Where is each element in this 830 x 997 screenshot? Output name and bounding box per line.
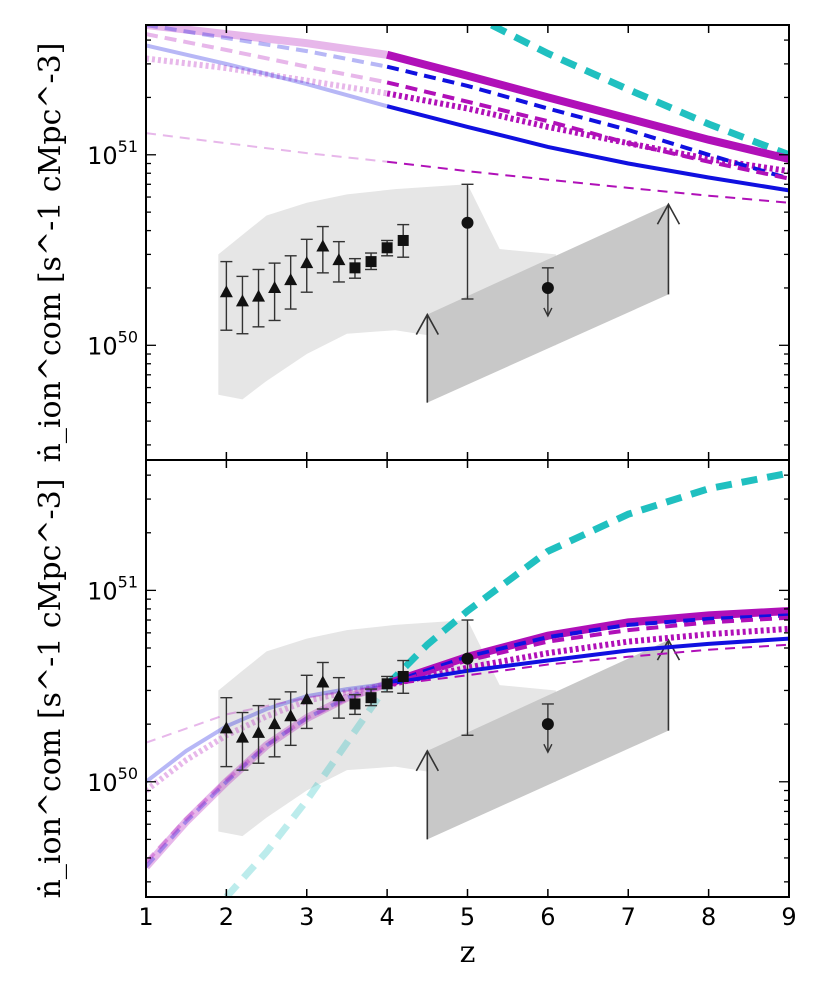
square-point (349, 262, 361, 274)
model-curve (386, 64, 789, 181)
upper-limit-arrow-head (543, 743, 553, 754)
model-curve-faded (146, 25, 388, 59)
triangle-point (332, 689, 346, 702)
triangle-point (284, 273, 298, 286)
lower-limit-arrow-head (656, 202, 681, 225)
x-tick-label: 5 (460, 903, 475, 931)
model-curve (386, 625, 789, 689)
model-curve (385, 607, 789, 688)
triangle-point (219, 285, 233, 298)
x-tick-label: 2 (219, 903, 234, 931)
square-point (397, 670, 409, 682)
plot-area (146, 25, 789, 403)
triangle-point (235, 294, 249, 307)
model-curve-faded (146, 55, 388, 97)
y-tick-base: 10 (87, 142, 118, 170)
model-curve (386, 80, 789, 181)
y-tick-exponent: 51 (118, 137, 138, 156)
light-shaded-band (218, 184, 556, 400)
y-tick-base: 10 (87, 577, 118, 605)
model-curve (490, 25, 789, 159)
triangle-point (316, 239, 330, 252)
y-tick-label: 1050 (87, 764, 138, 797)
model-curve (384, 469, 789, 688)
y-tick-label: 1050 (87, 327, 138, 360)
square-point (381, 242, 393, 254)
lower-limit-arrow-head (415, 312, 440, 335)
model-curve-faded (223, 683, 390, 897)
triangle-point (332, 253, 346, 266)
triangle-point (252, 725, 266, 738)
triangle-point (219, 721, 233, 734)
circle-point (541, 281, 554, 294)
model-curve (386, 613, 789, 686)
y-tick-exponent: 50 (118, 764, 138, 783)
y-tick-label: 1051 (87, 137, 138, 170)
upper-limit-arrow-head (543, 307, 553, 318)
y-tick-base: 10 (87, 332, 118, 360)
model-curve-faded (146, 683, 388, 864)
model-curve-faded (146, 681, 388, 869)
triangle-point (268, 717, 282, 730)
triangle-point (284, 709, 298, 722)
square-point (365, 692, 377, 704)
square-point (349, 698, 361, 710)
triangle-point (252, 289, 266, 302)
model-curve-faded (146, 43, 388, 109)
square-point (365, 256, 377, 268)
x-axis-label: z (460, 935, 476, 970)
x-tick-label: 8 (701, 903, 716, 931)
y-tick-base: 10 (87, 769, 118, 797)
triangle-point (235, 730, 249, 743)
model-curve (386, 50, 789, 163)
model-curve-faded (146, 681, 388, 784)
x-tick-label: 7 (621, 903, 636, 931)
model-curve-faded (146, 684, 388, 744)
y-axis-label: ṅ_ion^com [s^-1 cMpc^-3] (33, 479, 68, 899)
y-axis-label: ṅ_ion^com [s^-1 cMpc^-3] (33, 43, 68, 463)
model-curve-faded (146, 682, 388, 793)
square-point (397, 234, 409, 246)
circle-point (461, 652, 474, 665)
plot-area (146, 469, 789, 897)
model-curve (386, 90, 789, 175)
triangle-point (268, 280, 282, 293)
triangle-point (300, 692, 314, 705)
model-curve-faded (146, 25, 388, 69)
circle-point (541, 718, 554, 731)
x-tick-label: 1 (138, 903, 153, 931)
x-tick-label: 3 (299, 903, 314, 931)
circle-point (461, 216, 474, 229)
lower-limit-arrow-head (415, 749, 440, 772)
model-curve (386, 636, 789, 686)
model-curve-faded (146, 132, 388, 163)
x-tick-label: 9 (781, 903, 796, 931)
model-curve (386, 104, 789, 193)
triangle-point (316, 675, 330, 688)
model-curve-faded (146, 680, 389, 870)
x-tick-label: 6 (540, 903, 555, 931)
y-tick-exponent: 51 (118, 572, 138, 591)
y-tick-label: 1051 (87, 572, 138, 605)
x-tick-label: 4 (379, 903, 394, 931)
y-tick-exponent: 50 (118, 327, 138, 346)
square-point (381, 678, 393, 690)
triangle-point (300, 256, 314, 269)
model-curve-faded (146, 32, 388, 85)
